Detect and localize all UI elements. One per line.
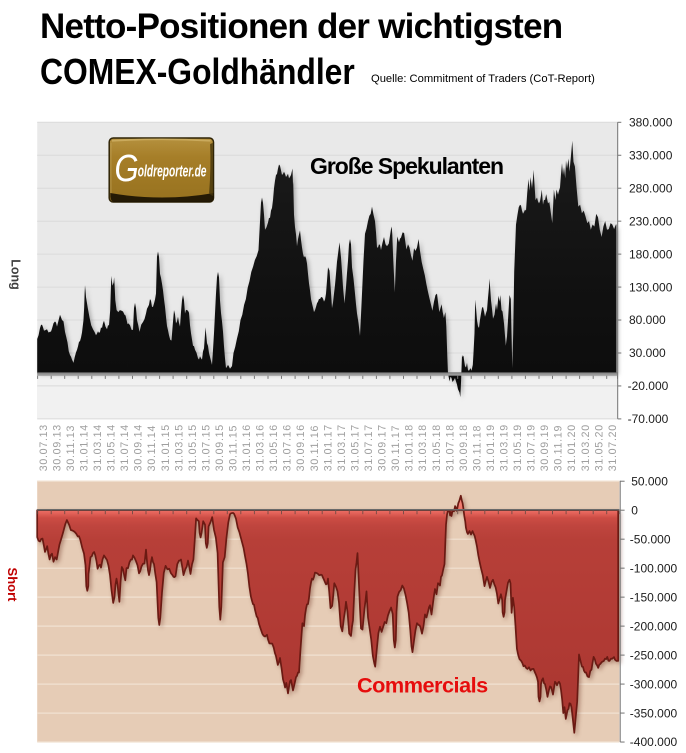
svg-text:-20.000: -20.000 — [628, 379, 669, 393]
svg-text:-400.000: -400.000 — [630, 735, 678, 749]
svg-text:30.11.17: 30.11.17 — [390, 425, 402, 471]
svg-text:31.05.14: 31.05.14 — [106, 424, 118, 471]
svg-text:80.000: 80.000 — [629, 313, 666, 327]
svg-text:380.000: 380.000 — [629, 116, 673, 130]
svg-text:31.07.16: 31.07.16 — [282, 424, 294, 471]
svg-text:Große Spekulanten: Große Spekulanten — [310, 153, 503, 179]
svg-text:31.01.17: 31.01.17 — [322, 424, 334, 471]
svg-text:31.01.20: 31.01.20 — [566, 424, 578, 471]
svg-text:31.01.15: 31.01.15 — [160, 424, 172, 471]
svg-text:G: G — [115, 148, 139, 190]
svg-text:31.03.14: 31.03.14 — [92, 424, 104, 471]
svg-text:-200.000: -200.000 — [630, 619, 678, 633]
svg-text:130.000: 130.000 — [629, 280, 673, 294]
svg-text:30.000: 30.000 — [629, 346, 666, 360]
svg-text:31.03.15: 31.03.15 — [173, 424, 185, 471]
svg-text:50.000: 50.000 — [631, 474, 668, 488]
svg-text:31.07.15: 31.07.15 — [200, 424, 212, 471]
svg-text:31.05.19: 31.05.19 — [512, 424, 524, 471]
svg-text:-250.000: -250.000 — [630, 648, 678, 662]
svg-text:30.09.14: 30.09.14 — [133, 424, 145, 471]
svg-text:30.11.18: 30.11.18 — [471, 425, 483, 471]
svg-text:oldreporter.de: oldreporter.de — [138, 163, 207, 181]
svg-text:31.01.14: 31.01.14 — [79, 424, 91, 471]
svg-text:30.09.16: 30.09.16 — [295, 424, 307, 471]
svg-text:280.000: 280.000 — [629, 181, 673, 195]
svg-text:31.05.20: 31.05.20 — [593, 424, 605, 471]
svg-text:31.07.19: 31.07.19 — [526, 424, 538, 471]
svg-text:30.09.17: 30.09.17 — [377, 424, 389, 471]
svg-text:31.01.19: 31.01.19 — [485, 424, 497, 471]
svg-text:230.000: 230.000 — [629, 214, 673, 228]
svg-text:30.09.18: 30.09.18 — [458, 424, 470, 471]
svg-text:330.000: 330.000 — [629, 149, 673, 163]
svg-text:31.07.18: 31.07.18 — [444, 424, 456, 471]
svg-text:31.05.16: 31.05.16 — [268, 424, 280, 471]
svg-text:-350.000: -350.000 — [630, 706, 678, 720]
svg-text:31.03.17: 31.03.17 — [336, 424, 348, 471]
svg-text:31.07.17: 31.07.17 — [363, 424, 375, 471]
svg-text:31.03.16: 31.03.16 — [255, 424, 267, 471]
svg-text:-150.000: -150.000 — [630, 590, 678, 604]
svg-text:31.03.20: 31.03.20 — [580, 424, 592, 471]
svg-text:-50.000: -50.000 — [630, 532, 671, 546]
svg-text:-70.000: -70.000 — [628, 412, 669, 426]
svg-text:30.09.19: 30.09.19 — [539, 424, 551, 471]
svg-text:-100.000: -100.000 — [630, 561, 678, 575]
svg-text:31.07.20: 31.07.20 — [607, 424, 619, 471]
svg-text:30.09.15: 30.09.15 — [214, 424, 226, 471]
svg-text:31.05.17: 31.05.17 — [350, 424, 362, 471]
svg-text:31.05.18: 31.05.18 — [431, 424, 443, 471]
svg-text:31.07.14: 31.07.14 — [119, 424, 131, 471]
svg-text:31.01.18: 31.01.18 — [404, 424, 416, 471]
svg-text:31.01.16: 31.01.16 — [241, 424, 253, 471]
svg-text:31.03.19: 31.03.19 — [499, 424, 511, 471]
svg-text:0: 0 — [631, 503, 638, 517]
svg-text:30.11.16: 30.11.16 — [309, 425, 321, 471]
svg-text:30.11.13: 30.11.13 — [65, 425, 77, 471]
svg-text:30.11.14: 30.11.14 — [146, 425, 158, 471]
svg-text:30.11.19: 30.11.19 — [553, 425, 565, 471]
svg-text:30.09.13: 30.09.13 — [51, 424, 63, 471]
svg-text:-300.000: -300.000 — [630, 677, 678, 691]
svg-text:31.05.15: 31.05.15 — [187, 424, 199, 471]
svg-text:Commercials: Commercials — [357, 673, 488, 698]
svg-text:Short: Short — [5, 568, 20, 603]
svg-text:Long: Long — [9, 259, 23, 290]
svg-text:30.07.13: 30.07.13 — [38, 424, 50, 471]
svg-text:30.11.15: 30.11.15 — [228, 425, 240, 471]
svg-text:180.000: 180.000 — [629, 247, 673, 261]
svg-text:31.03.18: 31.03.18 — [417, 424, 429, 471]
